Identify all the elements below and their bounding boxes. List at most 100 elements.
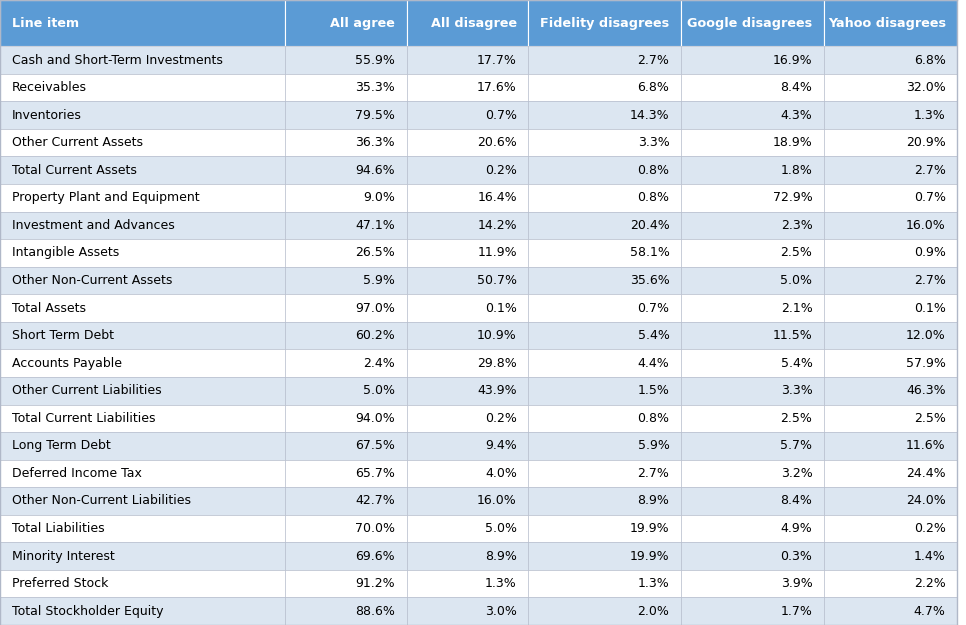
Text: 14.2%: 14.2% [477, 219, 517, 232]
Text: 5.9%: 5.9% [638, 439, 669, 452]
Bar [0, 267, 285, 294]
Bar [407, 294, 528, 322]
Bar [824, 294, 957, 322]
Bar [285, 0, 407, 46]
Text: 2.1%: 2.1% [781, 302, 812, 314]
Text: 0.9%: 0.9% [914, 246, 946, 259]
Bar [528, 46, 681, 74]
Text: Fidelity disagrees: Fidelity disagrees [540, 17, 669, 29]
Text: 0.1%: 0.1% [914, 302, 946, 314]
Bar [681, 598, 824, 625]
Bar [0, 404, 285, 432]
Bar [681, 432, 824, 459]
Text: 5.0%: 5.0% [363, 384, 395, 398]
Text: 88.6%: 88.6% [355, 605, 395, 618]
Bar [407, 322, 528, 349]
Text: 26.5%: 26.5% [355, 246, 395, 259]
Text: 2.3%: 2.3% [781, 219, 812, 232]
Text: Inventories: Inventories [12, 109, 81, 122]
Text: 94.6%: 94.6% [355, 164, 395, 177]
Bar [0, 0, 285, 46]
Text: 24.0%: 24.0% [906, 494, 946, 508]
Text: 35.3%: 35.3% [355, 81, 395, 94]
Text: 19.9%: 19.9% [630, 549, 669, 562]
Bar [528, 184, 681, 212]
Bar [0, 515, 285, 542]
Bar [407, 239, 528, 267]
Text: 4.3%: 4.3% [781, 109, 812, 122]
Bar [285, 322, 407, 349]
Bar [824, 404, 957, 432]
Bar [0, 488, 285, 515]
Text: All disagree: All disagree [431, 17, 517, 29]
Bar [407, 212, 528, 239]
Bar [285, 239, 407, 267]
Text: Deferred Income Tax: Deferred Income Tax [12, 467, 141, 480]
Bar [824, 322, 957, 349]
Bar [824, 515, 957, 542]
Bar [407, 598, 528, 625]
Text: All agree: All agree [330, 17, 395, 29]
Text: 50.7%: 50.7% [477, 274, 517, 287]
Text: 11.9%: 11.9% [477, 246, 517, 259]
Text: 11.5%: 11.5% [773, 329, 812, 342]
Bar [824, 74, 957, 101]
Text: 10.9%: 10.9% [477, 329, 517, 342]
Bar [528, 294, 681, 322]
Bar [824, 184, 957, 212]
Text: 1.4%: 1.4% [914, 549, 946, 562]
Bar [285, 184, 407, 212]
Text: 3.0%: 3.0% [485, 605, 517, 618]
Text: 4.0%: 4.0% [485, 467, 517, 480]
Text: Investment and Advances: Investment and Advances [12, 219, 174, 232]
Text: 4.7%: 4.7% [914, 605, 946, 618]
Text: 17.6%: 17.6% [477, 81, 517, 94]
Bar [0, 377, 285, 404]
Bar [407, 377, 528, 404]
Text: 36.3%: 36.3% [355, 136, 395, 149]
Text: 67.5%: 67.5% [355, 439, 395, 452]
Bar [0, 294, 285, 322]
Bar [0, 322, 285, 349]
Bar [528, 101, 681, 129]
Bar [528, 349, 681, 377]
Bar [824, 598, 957, 625]
Bar [528, 432, 681, 459]
Text: 5.7%: 5.7% [781, 439, 812, 452]
Text: 24.4%: 24.4% [906, 467, 946, 480]
Bar [407, 184, 528, 212]
Text: 32.0%: 32.0% [906, 81, 946, 94]
Text: Receivables: Receivables [12, 81, 87, 94]
Bar [285, 212, 407, 239]
Bar [285, 294, 407, 322]
Bar [824, 488, 957, 515]
Bar [0, 598, 285, 625]
Bar [0, 101, 285, 129]
Text: 5.0%: 5.0% [485, 522, 517, 535]
Text: 47.1%: 47.1% [355, 219, 395, 232]
Text: 9.0%: 9.0% [363, 191, 395, 204]
Bar [407, 267, 528, 294]
Bar [285, 542, 407, 570]
Text: 5.0%: 5.0% [781, 274, 812, 287]
Text: Property Plant and Equipment: Property Plant and Equipment [12, 191, 199, 204]
Text: Total Stockholder Equity: Total Stockholder Equity [12, 605, 163, 618]
Text: 42.7%: 42.7% [355, 494, 395, 508]
Text: 1.7%: 1.7% [781, 605, 812, 618]
Bar [285, 156, 407, 184]
Text: 0.1%: 0.1% [485, 302, 517, 314]
Text: 70.0%: 70.0% [355, 522, 395, 535]
Text: 6.8%: 6.8% [914, 54, 946, 66]
Text: 55.9%: 55.9% [355, 54, 395, 66]
Bar [824, 459, 957, 488]
Bar [681, 488, 824, 515]
Bar [681, 46, 824, 74]
Text: 0.2%: 0.2% [485, 164, 517, 177]
Bar [407, 129, 528, 156]
Bar [681, 239, 824, 267]
Bar [285, 129, 407, 156]
Bar [824, 432, 957, 459]
Text: 2.5%: 2.5% [781, 246, 812, 259]
Bar [681, 294, 824, 322]
Bar [0, 349, 285, 377]
